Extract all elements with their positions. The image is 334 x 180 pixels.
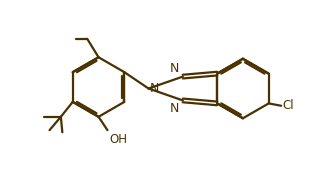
Text: OH: OH [109,132,127,146]
Text: N: N [170,62,179,75]
Text: N: N [150,82,159,95]
Text: Cl: Cl [282,99,294,112]
Text: N: N [170,102,179,115]
